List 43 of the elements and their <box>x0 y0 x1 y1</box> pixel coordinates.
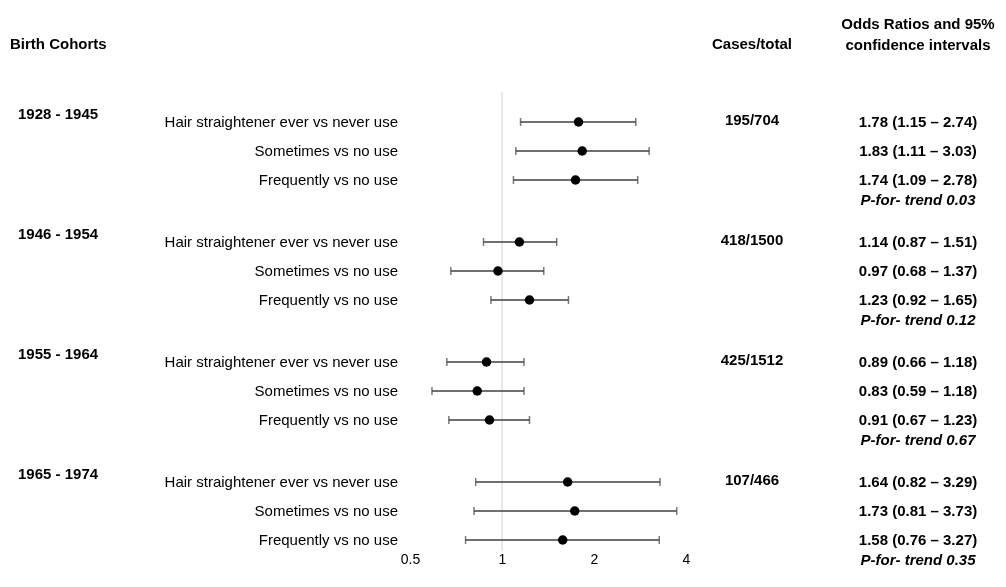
text: 1946 - 1954 <box>18 225 99 242</box>
text: P-for- trend 0.03 <box>860 191 977 208</box>
text: P-for- trend 0.35 <box>860 551 977 568</box>
data-label: 1.58 (0.76 – 3.27) <box>858 531 978 548</box>
y-tick-label: Frequently vs no use <box>258 531 398 548</box>
data-label: 1.14 (0.87 – 1.51) <box>858 233 978 250</box>
text: 195/704 <box>724 111 780 128</box>
y-tick-label: Sometimes vs no use <box>254 502 398 519</box>
x-tick-label: 2 <box>590 550 599 567</box>
y-tick-label: Frequently vs no use <box>258 291 398 308</box>
text: 1928 - 1945 <box>18 105 99 122</box>
x-tick-label: 0.5 <box>400 550 421 567</box>
data-label: 1.64 (0.82 – 3.29) <box>858 473 978 490</box>
data-label: 0.97 (0.68 – 1.37) <box>858 262 978 279</box>
y-tick-label: Sometimes vs no use <box>254 262 398 279</box>
y-tick-label: Hair straightener ever vs never use <box>164 473 398 490</box>
text: 1965 - 1974 <box>18 465 99 482</box>
text: 1955 - 1964 <box>18 345 99 362</box>
y-tick-label: Hair straightener ever vs never use <box>164 233 398 250</box>
y-tick-label: Sometimes vs no use <box>254 382 398 399</box>
x-tick-label: 1 <box>498 550 507 567</box>
y-tick-label: Frequently vs no use <box>258 171 398 188</box>
data-label: 0.91 (0.67 – 1.23) <box>858 411 978 428</box>
text: Odds Ratios and 95% confidence intervals <box>841 15 995 53</box>
text: 425/1512 <box>720 351 784 368</box>
y-tick-label: Hair straightener ever vs never use <box>164 113 398 130</box>
text: Birth Cohorts <box>10 35 107 52</box>
data-label: 0.89 (0.66 – 1.18) <box>858 353 978 370</box>
text: 107/466 <box>724 471 780 488</box>
y-tick-label: Frequently vs no use <box>258 411 398 428</box>
data-label: 1.73 (0.81 – 3.73) <box>858 502 978 519</box>
y-tick-label: Sometimes vs no use <box>254 142 398 159</box>
data-label: 0.83 (0.59 – 1.18) <box>858 382 978 399</box>
x-tick-label: 4 <box>682 550 691 567</box>
text: Cases/total <box>711 35 793 52</box>
data-label: 1.83 (1.11 – 3.03) <box>859 142 977 159</box>
text: P-for- trend 0.12 <box>860 311 977 328</box>
data-label: 1.23 (0.92 – 1.65) <box>858 291 978 308</box>
data-label: 1.78 (1.15 – 2.74) <box>858 113 978 130</box>
text: 418/1500 <box>720 231 784 248</box>
data-label: 1.74 (1.09 – 2.78) <box>858 171 978 188</box>
text: P-for- trend 0.67 <box>860 431 977 448</box>
y-tick-label: Hair straightener ever vs never use <box>164 353 398 370</box>
